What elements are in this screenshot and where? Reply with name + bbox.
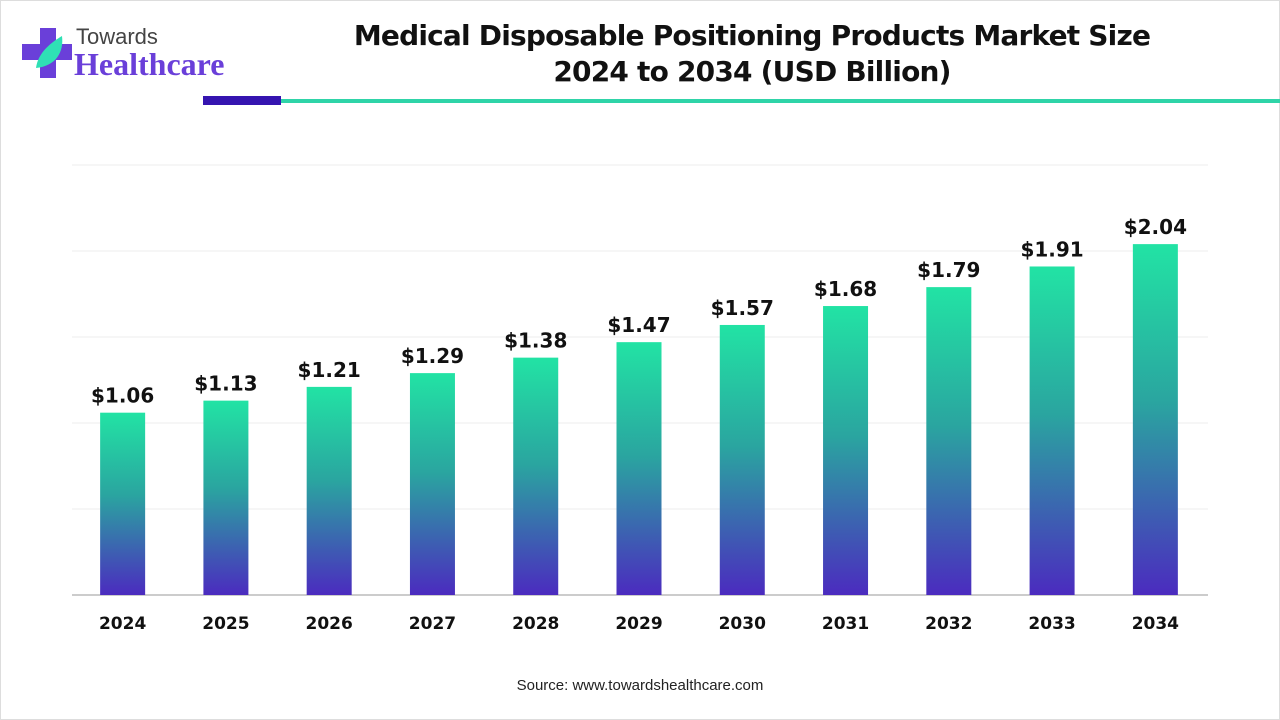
chart-title: Medical Disposable Positioning Products … [300, 18, 1204, 90]
bar-2024 [100, 412, 146, 595]
bar-2030 [719, 324, 765, 595]
title-line-2: 2024 to 2034 (USD Billion) [553, 55, 951, 88]
bar-2033 [1029, 266, 1075, 595]
medical-cross-leaf-icon [22, 28, 72, 78]
x-tick-label-2028: 2028 [512, 614, 559, 634]
x-tick-label-2027: 2027 [409, 614, 456, 634]
bar-2031 [823, 306, 869, 595]
source-note: Source: www.towardshealthcare.com [516, 677, 764, 694]
x-tick-label-2024: 2024 [99, 614, 146, 634]
data-label-2032: $1.79 [917, 258, 980, 282]
x-tick-label-2026: 2026 [306, 614, 353, 634]
x-tick-label-2033: 2033 [1028, 614, 1075, 634]
x-tick-label-2030: 2030 [719, 614, 766, 634]
x-tick-label-2032: 2032 [925, 614, 972, 634]
title-line-1: Medical Disposable Positioning Products … [353, 19, 1151, 52]
logo-text-towards: Towards [76, 24, 158, 49]
accent-bar-dark [203, 96, 281, 105]
data-label-2028: $1.38 [504, 329, 567, 353]
accent-bar-teal [281, 99, 1280, 103]
data-label-2031: $1.68 [814, 277, 877, 301]
logo-text-healthcare: Healthcare [74, 46, 225, 82]
data-label-2027: $1.29 [401, 344, 464, 368]
x-tick-label-2025: 2025 [202, 614, 249, 634]
bar-2026 [306, 386, 352, 595]
bar-2034 [1132, 244, 1178, 595]
x-tick-label-2031: 2031 [822, 614, 869, 634]
towards-healthcare-logo: Towards Healthcare [22, 24, 242, 84]
data-label-2026: $1.21 [298, 358, 361, 382]
data-label-2029: $1.47 [607, 313, 670, 337]
bar-2029 [616, 342, 662, 595]
bar-2025 [203, 400, 249, 595]
bar-2027 [409, 373, 455, 595]
data-label-2024: $1.06 [91, 384, 154, 408]
x-tick-label-2034: 2034 [1132, 614, 1179, 634]
data-label-2025: $1.13 [194, 372, 257, 396]
data-label-2033: $1.91 [1020, 237, 1083, 261]
bar-2032 [926, 287, 972, 595]
bar-2028 [513, 357, 559, 595]
x-tick-label-2029: 2029 [615, 614, 662, 634]
data-label-2034: $2.04 [1124, 215, 1187, 239]
data-label-2030: $1.57 [711, 296, 774, 320]
